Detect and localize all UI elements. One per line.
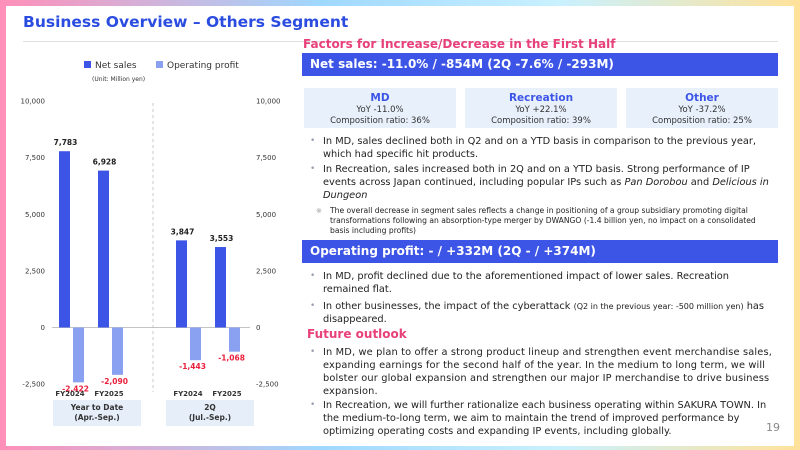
y-tick-left: 5,000 xyxy=(25,211,45,219)
title-divider xyxy=(23,41,778,42)
bar-net-sales xyxy=(215,247,226,328)
bar-operating-profit xyxy=(73,327,84,383)
ip-name-2: Delicious in Dungeon xyxy=(323,177,769,201)
data-label-net-sales: 3,847 xyxy=(171,227,195,236)
bullet-other-profit-text: In other businesses, the impact of the c… xyxy=(323,301,574,312)
data-label-net-sales: 7,783 xyxy=(54,138,78,147)
md-box-title: MD xyxy=(370,92,390,104)
data-label-net-sales: 6,928 xyxy=(93,158,117,167)
y-tick-left: -2,500 xyxy=(22,381,45,389)
note-segment-sales: The overall decrease in segment sales re… xyxy=(316,206,770,236)
y-tick-right: -2,500 xyxy=(256,381,279,389)
group-label: (Apr.-Sep.) xyxy=(74,413,119,422)
group-label: 2Q xyxy=(204,403,216,412)
category-label: FY2024 xyxy=(55,390,84,398)
page-title: Business Overview – Others Segment xyxy=(23,13,349,31)
recreation-box-title: Recreation xyxy=(508,92,574,104)
cyberattack-note: (Q2 in the previous year: -500 million y… xyxy=(573,302,744,311)
category-label: FY2024 xyxy=(173,390,202,398)
bar-operating-profit xyxy=(229,327,240,352)
recreation-box-yoy: YoY +22.1% xyxy=(515,105,567,115)
md-box-ratio: Composition ratio: 36% xyxy=(330,116,430,126)
legend-swatch-operating-profit xyxy=(156,61,163,68)
bar-net-sales xyxy=(176,240,187,328)
y-tick-right: 0 xyxy=(256,324,260,332)
operating-profit-banner: Operating profit: - / +332M (2Q - / +374… xyxy=(302,240,778,263)
y-tick-right: 5,000 xyxy=(256,211,276,219)
bullet-other-profit: In other businesses, the impact of the c… xyxy=(310,300,778,326)
future-outlook-heading: Future outlook xyxy=(307,327,407,341)
bar-net-sales xyxy=(98,170,109,328)
legend-label-net-sales: Net sales xyxy=(95,61,137,71)
bullet-md-sales: In MD, sales declined both in Q2 and on … xyxy=(310,135,778,161)
group-label: Year to Date xyxy=(70,403,124,412)
bullet-md-profit: In MD, profit declined due to the aforem… xyxy=(310,270,778,296)
y-tick-right: 10,000 xyxy=(256,98,281,106)
y-tick-right: 2,500 xyxy=(256,267,276,275)
data-label-operating-profit: -2,422 xyxy=(62,384,89,393)
data-label-operating-profit: -1,443 xyxy=(179,362,206,371)
bullet-recreation-sales: In Recreation, sales increased both in 2… xyxy=(310,163,778,202)
page-number: 19 xyxy=(766,421,780,434)
net-sales-banner: Net sales: -11.0% / -854M (2Q -7.6% / -2… xyxy=(302,53,778,76)
composition-boxes: MD YoY -11.0% Composition ratio: 36% Rec… xyxy=(304,88,778,128)
legend-label-operating-profit: Operating profit xyxy=(167,61,239,71)
bullet-recreation-sales-text: In Recreation, sales increased both in 2… xyxy=(323,164,750,188)
other-box-yoy: YoY -37.2% xyxy=(678,105,726,115)
other-box-ratio: Composition ratio: 25% xyxy=(652,116,752,126)
outlook-recreation: In Recreation, we will further rationali… xyxy=(310,399,778,438)
category-label: FY2025 xyxy=(212,390,241,398)
group-box xyxy=(53,400,141,426)
factors-heading: Factors for Increase/Decrease in the Fir… xyxy=(303,37,616,51)
group-box xyxy=(166,400,254,426)
other-box: Other YoY -37.2% Composition ratio: 25% xyxy=(626,88,778,128)
outlook-md: In MD, we plan to offer a strong product… xyxy=(310,346,778,398)
y-tick-left: 0 xyxy=(41,324,45,332)
group-label: (Jul.-Sep.) xyxy=(189,413,231,422)
recreation-box-ratio: Composition ratio: 39% xyxy=(491,116,591,126)
bar-net-sales xyxy=(59,151,70,328)
data-label-operating-profit: -2,090 xyxy=(101,377,128,386)
md-box: MD YoY -11.0% Composition ratio: 36% xyxy=(304,88,456,128)
other-box-title: Other xyxy=(685,92,719,104)
bullet-other-profit-end: has disappeared. xyxy=(323,301,765,325)
legend-swatch-net-sales xyxy=(84,61,91,68)
unit-note: (Unit: Million yen) xyxy=(92,76,145,83)
y-tick-left: 10,000 xyxy=(21,98,46,106)
md-box-yoy: YoY -11.0% xyxy=(356,105,404,115)
bar-operating-profit xyxy=(112,327,123,375)
recreation-box: Recreation YoY +22.1% Composition ratio:… xyxy=(465,88,617,128)
data-label-net-sales: 3,553 xyxy=(210,234,234,243)
bar-operating-profit xyxy=(190,327,201,361)
bullet-recreation-and: and xyxy=(687,177,713,188)
ip-name-1: Pan Dorobou xyxy=(624,177,688,188)
chart: Net sales Operating profit (Unit: Million … xyxy=(21,61,281,426)
category-label: FY2025 xyxy=(94,390,123,398)
y-tick-left: 2,500 xyxy=(25,267,45,275)
y-tick-right: 7,500 xyxy=(256,154,276,162)
y-tick-left: 7,500 xyxy=(25,154,45,162)
data-label-operating-profit: -1,068 xyxy=(218,354,245,363)
